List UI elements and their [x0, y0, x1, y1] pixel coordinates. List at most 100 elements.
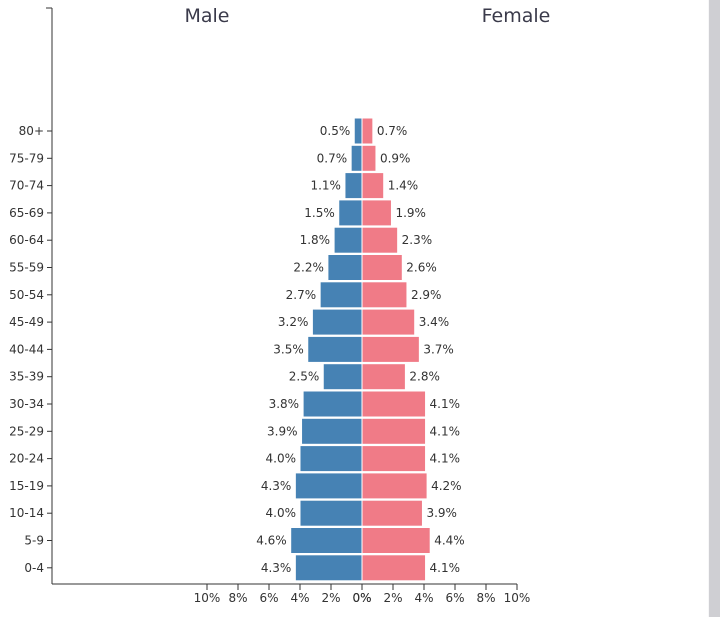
male-value-label: 0.5%: [320, 124, 351, 138]
age-label: 50-54: [9, 288, 44, 302]
female-bar: [361, 554, 427, 582]
female-value-label: 3.7%: [423, 342, 454, 356]
female-value-label: 4.1%: [430, 397, 461, 411]
male-bar: [322, 363, 363, 391]
age-label: 10-14: [9, 506, 44, 520]
x-tick-label-right: 4%: [414, 591, 433, 605]
age-label: 0-4: [24, 561, 44, 575]
male-value-label: 0.7%: [317, 151, 348, 165]
female-bar: [361, 445, 427, 473]
male-value-label: 3.9%: [267, 424, 298, 438]
female-bar: [361, 527, 431, 554]
x-tick-label-left: 2%: [321, 591, 340, 605]
age-label: 60-64: [9, 233, 44, 247]
male-bar: [307, 335, 363, 363]
female-value-label: 3.9%: [426, 506, 457, 520]
male-bar: [290, 527, 363, 554]
male-value-label: 3.5%: [273, 342, 304, 356]
female-value-label: 4.1%: [430, 452, 461, 466]
age-label: 25-29: [9, 424, 44, 438]
x-tick-label-right: 0%: [352, 591, 371, 605]
male-value-label: 2.5%: [289, 370, 320, 384]
age-label: 70-74: [9, 179, 44, 193]
male-value-label: 1.1%: [310, 179, 341, 193]
male-bar: [344, 172, 363, 200]
female-bar: [361, 254, 403, 281]
male-value-label: 3.8%: [269, 397, 300, 411]
female-value-label: 0.9%: [380, 151, 411, 165]
x-tick-label-left: 10%: [194, 591, 221, 605]
female-value-label: 0.7%: [377, 124, 408, 138]
x-tick-label-left: 0%: [352, 591, 371, 605]
x-tick-label-right: 10%: [504, 591, 531, 605]
male-value-label: 4.3%: [261, 479, 292, 493]
female-bar: [361, 390, 427, 418]
x-tick-label-left: 8%: [228, 591, 247, 605]
male-bar: [299, 445, 363, 473]
age-label: 40-44: [9, 342, 44, 356]
male-bar: [327, 254, 363, 281]
female-bar: [361, 199, 392, 227]
x-tick-label-right: 8%: [476, 591, 495, 605]
male-value-label: 1.8%: [300, 233, 331, 247]
age-label: 35-39: [9, 370, 44, 384]
female-bar: [361, 308, 416, 336]
x-tick-label-right: 6%: [445, 591, 464, 605]
male-value-label: 4.6%: [256, 534, 287, 548]
female-value-label: 4.4%: [434, 534, 465, 548]
female-bar: [361, 117, 374, 145]
female-bar: [361, 417, 427, 445]
age-label: 15-19: [9, 479, 44, 493]
female-value-label: 2.8%: [409, 370, 440, 384]
female-value-label: 4.2%: [431, 479, 462, 493]
age-label: 5-9: [24, 534, 44, 548]
female-value-label: 4.1%: [430, 561, 461, 575]
male-bar: [311, 308, 363, 336]
female-bar: [361, 281, 408, 309]
female-bar: [361, 335, 420, 363]
age-label: 75-79: [9, 151, 44, 165]
chart-root: Male Female 80+ 0.5% 0.7% 75-79 0.7% 0.9% 70-74 1…: [9, 5, 550, 605]
male-value-label: 1.5%: [304, 206, 335, 220]
female-bar: [361, 472, 428, 500]
male-bar: [338, 199, 363, 227]
male-bar: [294, 554, 363, 582]
x-tick-label-left: 4%: [290, 591, 309, 605]
female-bar: [361, 172, 385, 200]
female-bar: [361, 226, 399, 254]
male-header: Male: [184, 5, 229, 27]
female-value-label: 4.1%: [430, 424, 461, 438]
x-tick-label-right: 2%: [383, 591, 402, 605]
male-value-label: 4.0%: [266, 452, 297, 466]
x-tick-label-left: 6%: [259, 591, 278, 605]
male-bar: [301, 417, 363, 445]
male-bar: [302, 390, 363, 418]
male-value-label: 4.3%: [261, 561, 292, 575]
male-value-label: 2.2%: [293, 261, 324, 275]
male-bar: [333, 226, 363, 254]
male-bar: [353, 117, 363, 145]
female-value-label: 1.9%: [395, 206, 426, 220]
female-bar: [361, 144, 377, 172]
female-bar: [361, 363, 406, 391]
scrollbar[interactable]: [709, 0, 720, 617]
age-label: 65-69: [9, 206, 44, 220]
male-value-label: 4.0%: [266, 506, 297, 520]
age-label: 20-24: [9, 452, 44, 466]
age-label: 45-49: [9, 315, 44, 329]
female-header: Female: [482, 5, 551, 27]
male-value-label: 2.7%: [286, 288, 317, 302]
male-value-label: 3.2%: [278, 315, 309, 329]
female-bar: [361, 499, 423, 527]
male-bar: [350, 144, 363, 172]
female-value-label: 2.3%: [402, 233, 433, 247]
male-bar: [294, 472, 363, 500]
female-value-label: 2.6%: [406, 261, 437, 275]
male-bar: [299, 499, 363, 527]
male-bar: [319, 281, 363, 309]
age-label: 55-59: [9, 261, 44, 275]
female-value-label: 1.4%: [388, 179, 419, 193]
age-label: 80+: [19, 124, 44, 138]
age-label: 30-34: [9, 397, 44, 411]
